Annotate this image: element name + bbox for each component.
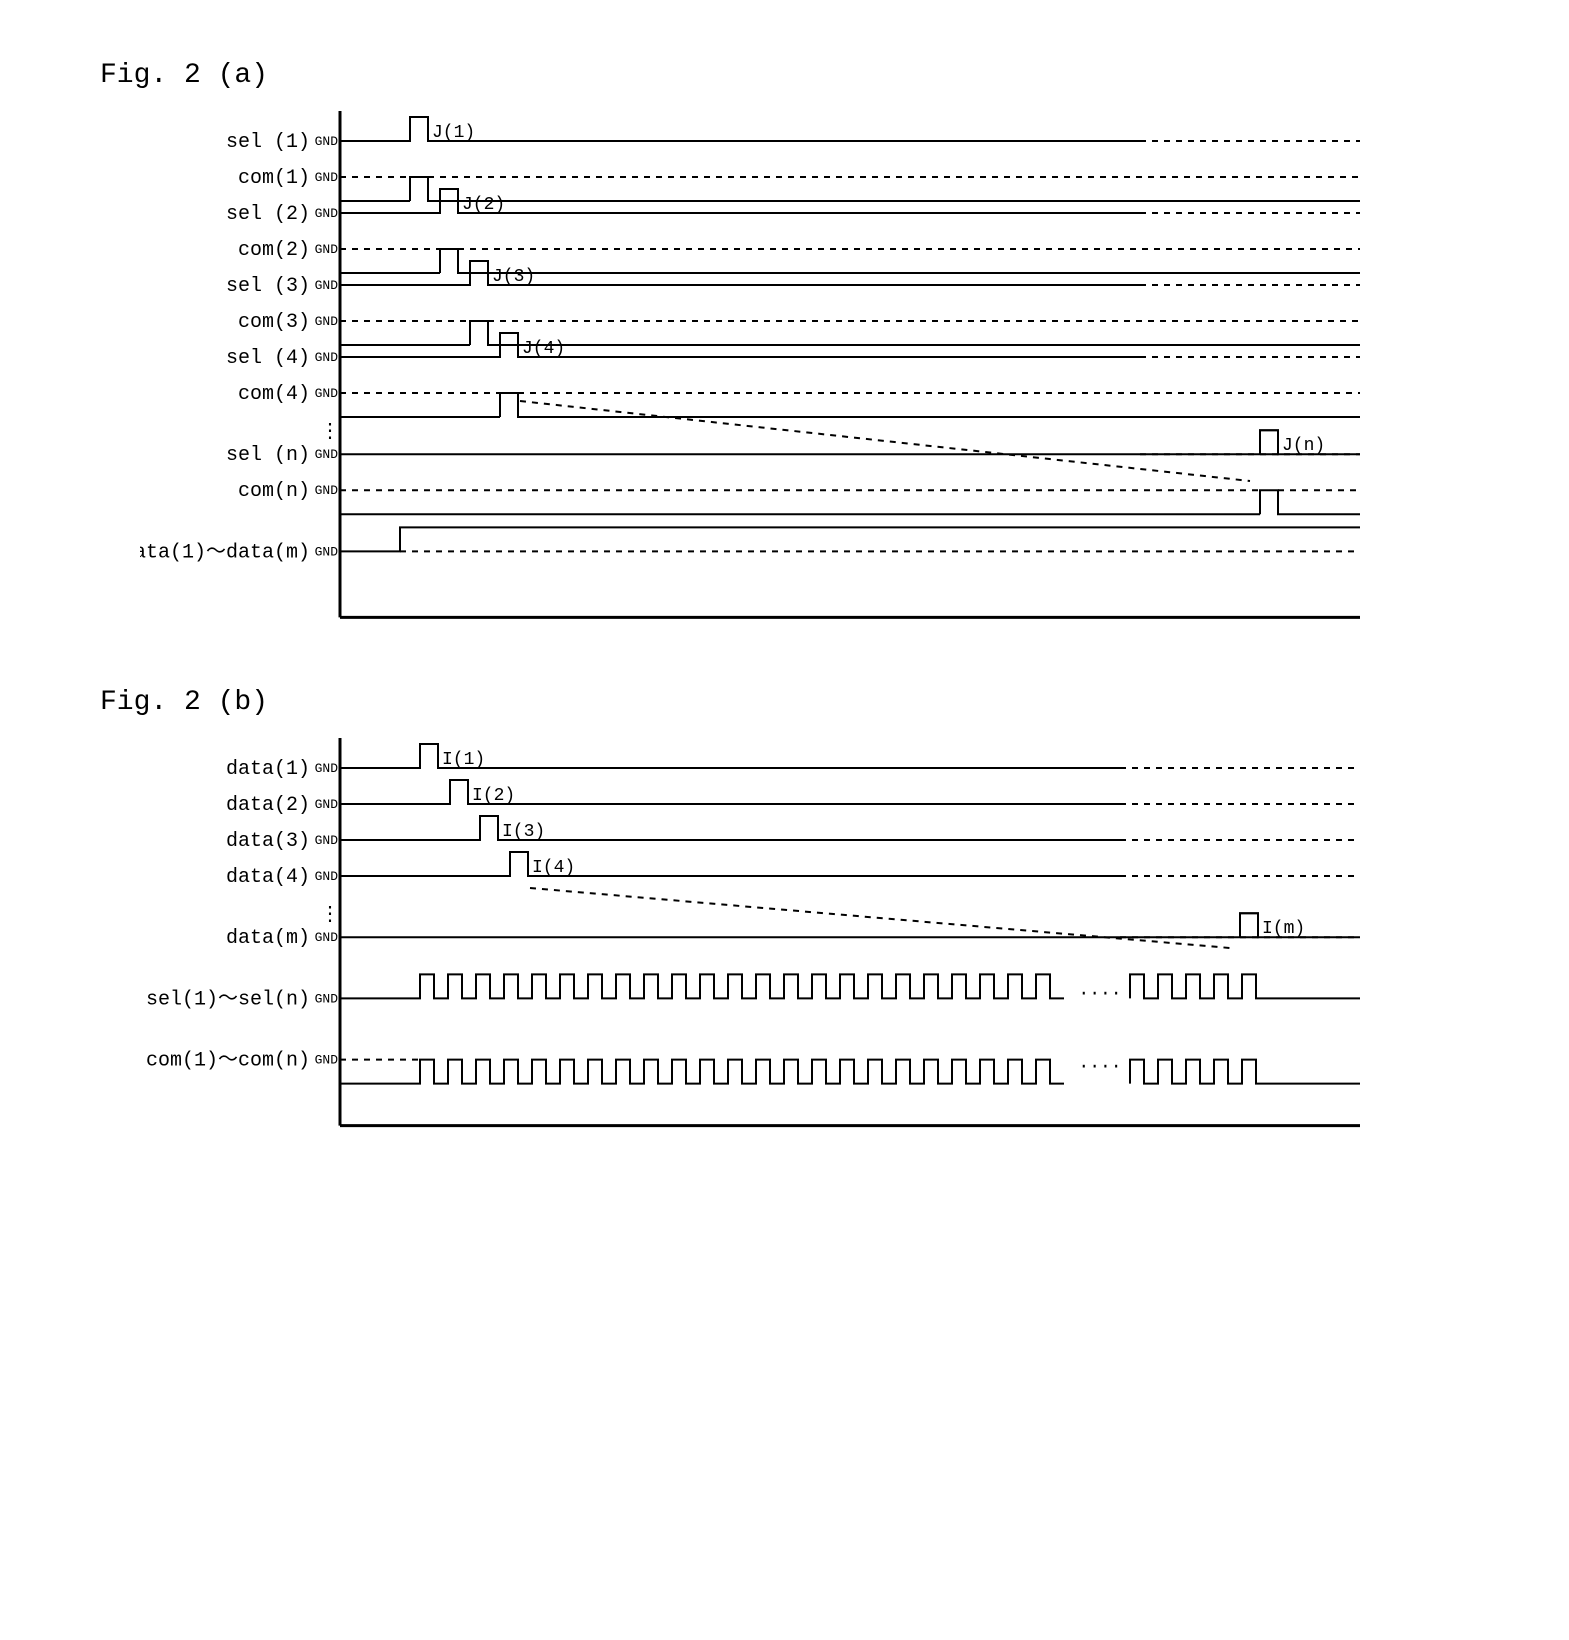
svg-text:data(3): data(3) [226, 830, 310, 853]
svg-text:GND: GND [315, 797, 339, 812]
svg-text:J(3): J(3) [492, 267, 535, 287]
svg-text:GND: GND [315, 869, 339, 884]
svg-text:GND: GND [315, 447, 339, 462]
timing-svg-b: data(1) GND I(1) data(2) GND I(2) data(3) GND I(… [140, 728, 1440, 1136]
svg-text:data(1)～data(m): data(1)～data(m) [140, 541, 310, 564]
figure-a-diagram: sel (1) GND J(1) com(1) GND sel (2) GND J(2) com… [140, 101, 1529, 627]
svg-text:com(2): com(2) [238, 239, 310, 262]
svg-text:sel (n): sel (n) [226, 444, 310, 467]
svg-text:sel (3): sel (3) [226, 275, 310, 298]
svg-text:com(n): com(n) [238, 480, 310, 503]
svg-text:sel (2): sel (2) [226, 203, 310, 226]
svg-text:GND: GND [315, 134, 339, 149]
svg-text:GND: GND [315, 386, 339, 401]
svg-text:GND: GND [315, 206, 339, 221]
svg-text:GND: GND [315, 483, 339, 498]
figure-b-title: Fig. 2 (b) [100, 687, 1529, 718]
svg-text:J(2): J(2) [462, 195, 505, 215]
svg-text:J(4): J(4) [522, 339, 565, 359]
svg-text:I(1): I(1) [442, 750, 485, 770]
svg-text:data(2): data(2) [226, 794, 310, 817]
svg-text:GND: GND [315, 1053, 339, 1068]
timing-svg-a: sel (1) GND J(1) com(1) GND sel (2) GND J(2) com… [140, 101, 1440, 627]
svg-text:GND: GND [315, 931, 339, 946]
svg-text:com(4): com(4) [238, 383, 310, 406]
svg-text:GND: GND [315, 314, 339, 329]
svg-text:....: .... [1078, 981, 1121, 1001]
svg-text:I(4): I(4) [532, 858, 575, 878]
svg-text:⋮: ⋮ [320, 421, 340, 444]
svg-text:sel (1): sel (1) [226, 131, 310, 154]
svg-text:GND: GND [315, 761, 339, 776]
svg-text:data(4): data(4) [226, 866, 310, 889]
svg-text:sel(1)～sel(n): sel(1)～sel(n) [146, 989, 310, 1012]
figure-a-title: Fig. 2 (a) [100, 60, 1529, 91]
svg-text:GND: GND [315, 833, 339, 848]
svg-text:GND: GND [315, 992, 339, 1007]
svg-text:....: .... [1078, 1054, 1121, 1074]
svg-text:I(3): I(3) [502, 822, 545, 842]
svg-text:data(1): data(1) [226, 758, 310, 781]
svg-text:com(3): com(3) [238, 311, 310, 334]
svg-text:com(1): com(1) [238, 167, 310, 190]
svg-text:⋮: ⋮ [320, 904, 340, 927]
svg-text:sel (4): sel (4) [226, 347, 310, 370]
svg-text:com(1)～com(n): com(1)～com(n) [146, 1050, 310, 1073]
svg-text:data(m): data(m) [226, 928, 310, 951]
svg-text:GND: GND [315, 278, 339, 293]
svg-text:I(2): I(2) [472, 786, 515, 806]
svg-text:J(1): J(1) [432, 123, 475, 143]
svg-text:GND: GND [315, 170, 339, 185]
svg-text:GND: GND [315, 242, 339, 257]
figure-b-diagram: data(1) GND I(1) data(2) GND I(2) data(3) GND I(… [140, 728, 1529, 1136]
svg-text:GND: GND [315, 544, 339, 559]
svg-text:GND: GND [315, 350, 339, 365]
